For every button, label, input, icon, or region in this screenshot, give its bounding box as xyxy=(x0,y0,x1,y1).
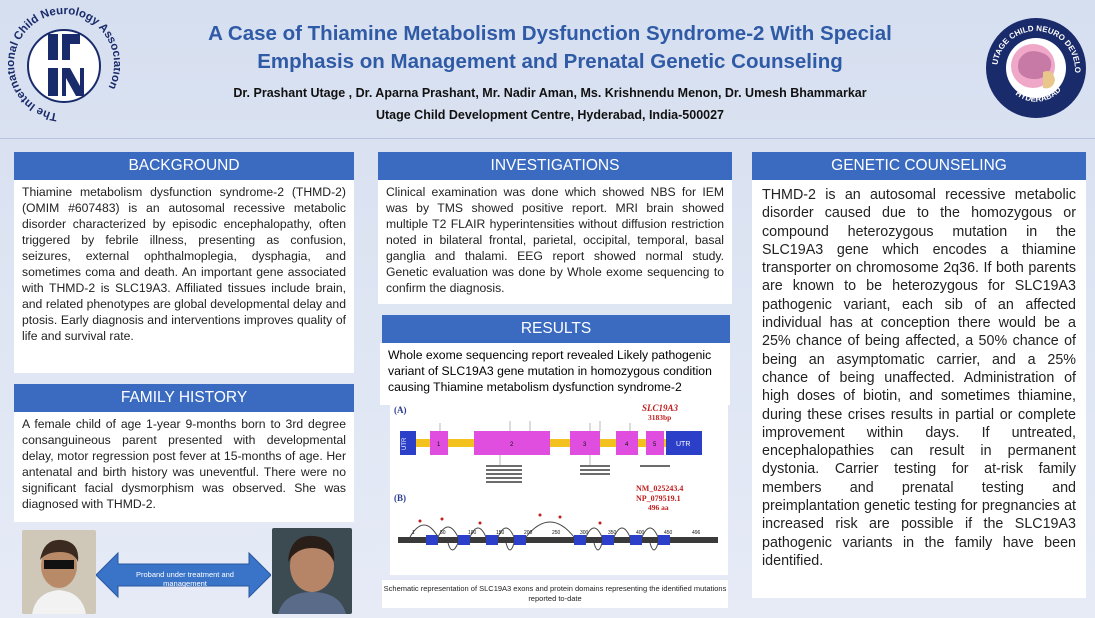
exon-label-2: 2 xyxy=(510,442,514,448)
intron-bar xyxy=(404,439,700,447)
exon-3 xyxy=(570,431,600,455)
proband-photo-before xyxy=(22,530,96,614)
genetic-counseling-text: THMD-2 is an autosomal recessive metabol… xyxy=(752,180,1086,598)
ucndc-logo: UTAGE CHILD NEURO DEVELOPEMENT CENTRE HY… xyxy=(983,10,1086,118)
protein-tick-labels: 1 50 100 150 200 250 300 350 400 450 496 xyxy=(412,530,701,536)
utr-left-label: UTR xyxy=(402,437,408,450)
results-text: Whole exome sequencing report revealed L… xyxy=(380,343,730,405)
icna-logo: The International Child Neurology Associ… xyxy=(8,6,120,123)
exon-label-5: 5 xyxy=(653,442,657,448)
title-line-2: Emphasis on Management and Prenatal Gene… xyxy=(257,50,843,73)
panel-b-label: (B) xyxy=(394,493,406,503)
utr-left xyxy=(400,431,416,455)
header: The International Child Neurology Associ… xyxy=(0,0,1095,140)
protein-tick-200: 200 xyxy=(524,530,533,536)
protein-tick-450: 450 xyxy=(664,530,673,536)
protein-label: NP_079519.1 xyxy=(636,494,681,503)
protein-tick-150: 150 xyxy=(496,530,505,536)
protein-tick-50: 50 xyxy=(440,530,446,536)
mutation-annotations xyxy=(486,465,670,483)
exon-group: 1 2 3 4 5 xyxy=(430,431,664,455)
protein-tick-300: 300 xyxy=(580,530,589,536)
proband-photo-after xyxy=(272,528,352,614)
title-line-1: A Case of Thiamine Metabolism Dysfunctio… xyxy=(208,22,892,45)
authors: Dr. Prashant Utage , Dr. Aparna Prashant… xyxy=(233,86,867,100)
gene-bp-label: 3183bp xyxy=(648,413,671,422)
poster-title: A Case of Thiamine Metabolism Dysfunctio… xyxy=(150,20,950,76)
double-arrow-icon xyxy=(96,551,271,599)
transcript-label: NM_025243.4 xyxy=(636,484,683,493)
gene-name-label: SLC19A3 xyxy=(642,403,679,413)
affiliation: Utage Child Development Centre, Hyderaba… xyxy=(375,108,725,122)
arrow-label: Proband under treatment and management xyxy=(136,570,234,588)
protein-backbone xyxy=(398,537,718,543)
exon-2 xyxy=(474,431,550,455)
protein-tick-496: 496 xyxy=(692,530,701,536)
family-history-heading: FAMILY HISTORY xyxy=(14,384,354,412)
results-heading: RESULTS xyxy=(382,315,730,343)
protein-tick-250: 250 xyxy=(552,530,561,536)
diagram-caption: Schematic representation of SLC19A3 exon… xyxy=(382,580,728,608)
mutation-ticks xyxy=(439,421,631,465)
slc19a3-gene-diagram: (A) SLC19A3 3183bp UTR UTR 1 2 3 4 5 NM_0252… xyxy=(390,403,728,575)
genetic-counseling-heading: GENETIC COUNSELING xyxy=(752,152,1086,180)
exon-label-4: 4 xyxy=(625,442,629,448)
mutation-dots xyxy=(418,513,602,525)
family-history-text: A female child of age 1-year 9-months bo… xyxy=(14,412,354,522)
utr-right-label: UTR xyxy=(676,441,690,448)
exon-5 xyxy=(646,431,664,455)
header-divider xyxy=(0,138,1095,139)
investigations-text: Clinical examination was done which show… xyxy=(378,180,732,304)
investigations-heading: INVESTIGATIONS xyxy=(378,152,732,180)
panel-a-label: (A) xyxy=(394,405,407,415)
protein-length-label: 496 aa xyxy=(648,503,669,512)
exon-1 xyxy=(430,431,448,455)
protein-loops xyxy=(409,521,659,551)
utr-right xyxy=(666,431,702,455)
protein-tick-350: 350 xyxy=(608,530,617,536)
protein-tick-400: 400 xyxy=(636,530,645,536)
protein-tick-1: 1 xyxy=(412,530,415,536)
exon-label-1: 1 xyxy=(437,442,441,448)
exon-4 xyxy=(616,431,638,455)
protein-tick-100: 100 xyxy=(468,530,477,536)
background-heading: BACKGROUND xyxy=(14,152,354,180)
transmembrane-domains xyxy=(426,535,670,545)
background-text: Thiamine metabolism dysfunction syndrome… xyxy=(14,180,354,373)
exon-label-3: 3 xyxy=(583,442,587,448)
